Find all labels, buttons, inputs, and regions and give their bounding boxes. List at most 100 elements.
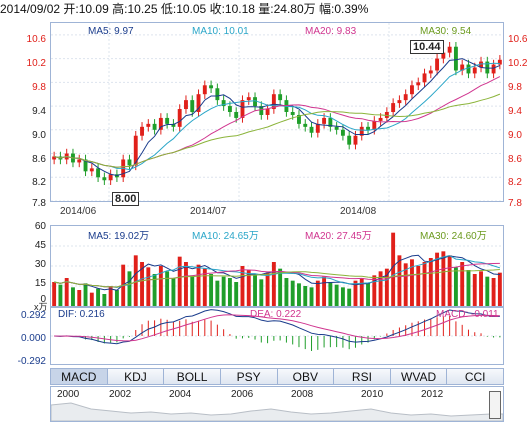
volume-bar [303, 286, 308, 306]
volume-bar [447, 255, 452, 306]
vol-ytick: 0 [40, 294, 46, 305]
volume-bar [58, 284, 63, 306]
high-value: 10.25 [127, 2, 158, 16]
date-label: 2014/08 [340, 206, 377, 217]
tab-boll[interactable]: BOLL [164, 368, 221, 385]
candle-body [177, 109, 182, 127]
candle-body [146, 123, 151, 127]
candle-body [497, 59, 502, 65]
volume-bar [366, 283, 370, 306]
macd-dea-legend: DEA: 0.222 [250, 309, 302, 320]
price-ma-line [53, 62, 500, 171]
year-label: 2010 [361, 389, 384, 400]
price-ytick-right: 10.2 [508, 58, 528, 69]
volume-bar [297, 283, 301, 306]
candle-body [315, 123, 320, 133]
candle-body [227, 106, 232, 112]
volume-bar [64, 278, 69, 306]
volume-bar [334, 284, 339, 306]
date-label: 2014/06 [60, 206, 97, 217]
price-ytick-left: 8.6 [32, 154, 46, 165]
price-ma30-legend: MA30: 9.54 [420, 26, 472, 37]
price-ytick-left: 9.0 [32, 130, 46, 141]
price-ytick-left: 7.8 [32, 198, 46, 209]
tab-wvad[interactable]: WVAD [390, 368, 448, 385]
volume-bar [416, 266, 421, 306]
volume-chart-panel[interactable] [50, 225, 504, 307]
volume-bar [347, 288, 352, 306]
candle-body [460, 64, 465, 71]
volume-label: 量: [258, 2, 274, 16]
volume-bar [328, 282, 333, 306]
candle-body [215, 88, 220, 101]
history-timeline[interactable]: 2000 2002 2004 2006 2008 2010 2012 [50, 386, 504, 422]
volume-bar [146, 267, 151, 306]
low-value: 10.05 [176, 2, 207, 16]
candle-body [265, 109, 270, 115]
volume-bar [246, 270, 251, 306]
volume-bar [127, 271, 132, 306]
volume-bar [466, 270, 471, 306]
vol-ytick: 60 [34, 221, 46, 232]
candle-body [347, 135, 352, 145]
macd-chart-svg [51, 309, 503, 351]
quote-header: 2014/09/02 开:10.09 高:10.25 低:10.05 收:10.… [0, 0, 529, 17]
candle-body [290, 112, 295, 115]
volume-bar [271, 262, 276, 306]
close-label: 收: [209, 2, 225, 16]
candle-body [353, 135, 358, 145]
volume-bar [422, 262, 427, 306]
volume-bar [453, 267, 458, 306]
volume-bar [253, 275, 257, 306]
candle-body [133, 135, 138, 166]
candle-body [491, 64, 496, 74]
candle-body [246, 97, 251, 101]
quote-date: 2014/09/02 [0, 2, 61, 16]
tab-cci[interactable]: CCI [447, 368, 504, 385]
volume-bar [391, 232, 396, 306]
volume-ma-line [53, 262, 500, 288]
candle-body [52, 156, 57, 160]
volume-bar [215, 280, 220, 306]
year-label: 2008 [291, 389, 314, 400]
timeline-drag-handle[interactable] [489, 391, 501, 419]
volume-ma-line [53, 269, 500, 288]
vol-ytick: 30 [34, 259, 46, 270]
volume-ma-line [53, 255, 501, 289]
year-label: 2000 [57, 389, 80, 400]
macd-ytick: 0.000 [20, 333, 46, 344]
candle-body [171, 123, 176, 127]
volume-bar [133, 255, 138, 306]
tab-obv[interactable]: OBV [277, 368, 335, 385]
volume-bar [441, 251, 446, 306]
candle-body [485, 61, 490, 74]
candle-body [391, 103, 396, 112]
volume-bar [52, 282, 57, 306]
timeline-sparkline [51, 402, 503, 421]
volume-bar [372, 275, 377, 306]
volume-bar [152, 274, 157, 306]
volume-bar [322, 276, 327, 306]
tab-rsi[interactable]: RSI [334, 368, 391, 385]
volume-bar [89, 292, 94, 306]
low-label: 低: [160, 2, 177, 16]
candle-body [77, 159, 82, 163]
volume-bar [403, 263, 408, 306]
volume-bar [240, 266, 245, 306]
volume-bar [221, 276, 226, 306]
candle-body [303, 123, 308, 127]
close-value: 10.18 [224, 2, 255, 16]
min-price-callout: 8.00 [112, 192, 140, 206]
candle-body [416, 82, 421, 86]
tab-psy[interactable]: PSY [220, 368, 278, 385]
macd-ytick: 0.292 [20, 310, 46, 321]
volume-bar [259, 279, 264, 306]
volume-bar [202, 268, 207, 306]
tab-macd[interactable]: MACD [50, 368, 108, 385]
tab-kdj[interactable]: KDJ [107, 368, 165, 385]
price-ytick-right: 8.2 [508, 177, 522, 188]
macd-chart-panel[interactable] [50, 307, 504, 365]
candle-body [384, 112, 389, 118]
volume-bar [410, 259, 414, 306]
volume-bar [196, 264, 201, 306]
